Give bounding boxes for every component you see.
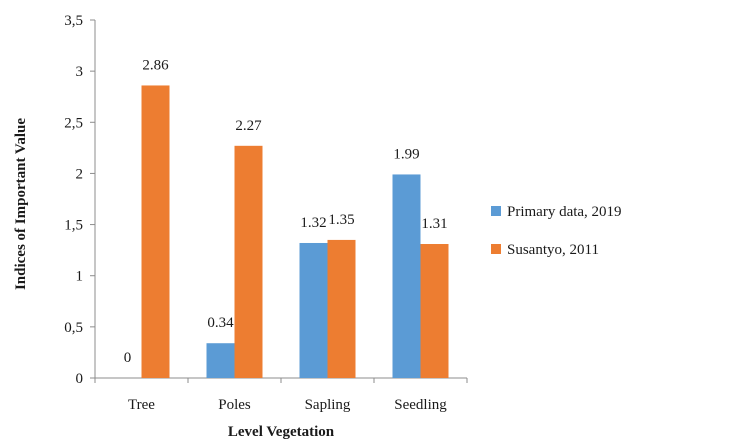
bars xyxy=(141,85,449,378)
bar-data-label: 0.34 xyxy=(207,315,234,331)
bar-data-label: 0 xyxy=(124,350,132,366)
bar-data-label: 1.31 xyxy=(421,216,447,232)
y-tick-label: 1 xyxy=(76,269,84,285)
bar-data-label: 1.35 xyxy=(328,212,354,228)
bar-data-label: 1.99 xyxy=(393,146,419,162)
bar xyxy=(392,174,421,378)
bar-data-label: 2.86 xyxy=(142,57,169,73)
y-tick-label: 3,5 xyxy=(64,13,83,29)
x-tick-label: Poles xyxy=(218,397,251,413)
bar-data-label: 2.27 xyxy=(235,118,262,134)
x-tick-label: Sapling xyxy=(305,397,351,413)
y-tick-label: 2 xyxy=(76,166,84,182)
y-tick-label: 0 xyxy=(76,371,84,387)
x-tick-label: Seedling xyxy=(394,397,447,413)
y-tick-label: 0,5 xyxy=(64,320,83,336)
x-tick-label: Tree xyxy=(128,397,155,413)
bar xyxy=(327,239,356,378)
x-axis-title: Level Vegetation xyxy=(228,424,335,440)
legend: Primary data, 2019 Susantyo, 2011 xyxy=(491,204,622,258)
bar xyxy=(141,85,170,378)
legend-label: Susantyo, 2011 xyxy=(507,242,599,258)
legend-swatch xyxy=(491,206,501,216)
bar xyxy=(206,343,235,378)
legend-label: Primary data, 2019 xyxy=(507,204,622,220)
bar xyxy=(299,242,328,378)
x-axis: Tree Poles Sapling Seedling xyxy=(94,377,468,413)
data-labels: 0 2.86 0.34 2.27 1.32 1.35 1.99 1.31 xyxy=(124,57,448,366)
y-axis-title: Indices of Important Value xyxy=(13,118,29,290)
y-tick-label: 3 xyxy=(76,64,84,80)
y-tick-label: 1,5 xyxy=(64,218,83,234)
legend-swatch xyxy=(491,244,501,254)
bar xyxy=(234,145,263,378)
y-tick-label: 2,5 xyxy=(64,115,83,131)
bar xyxy=(420,244,449,378)
y-axis: 0 0,5 1 1,5 2 2,5 3 3,5 xyxy=(64,13,96,387)
bar-data-label: 1.32 xyxy=(300,215,326,231)
